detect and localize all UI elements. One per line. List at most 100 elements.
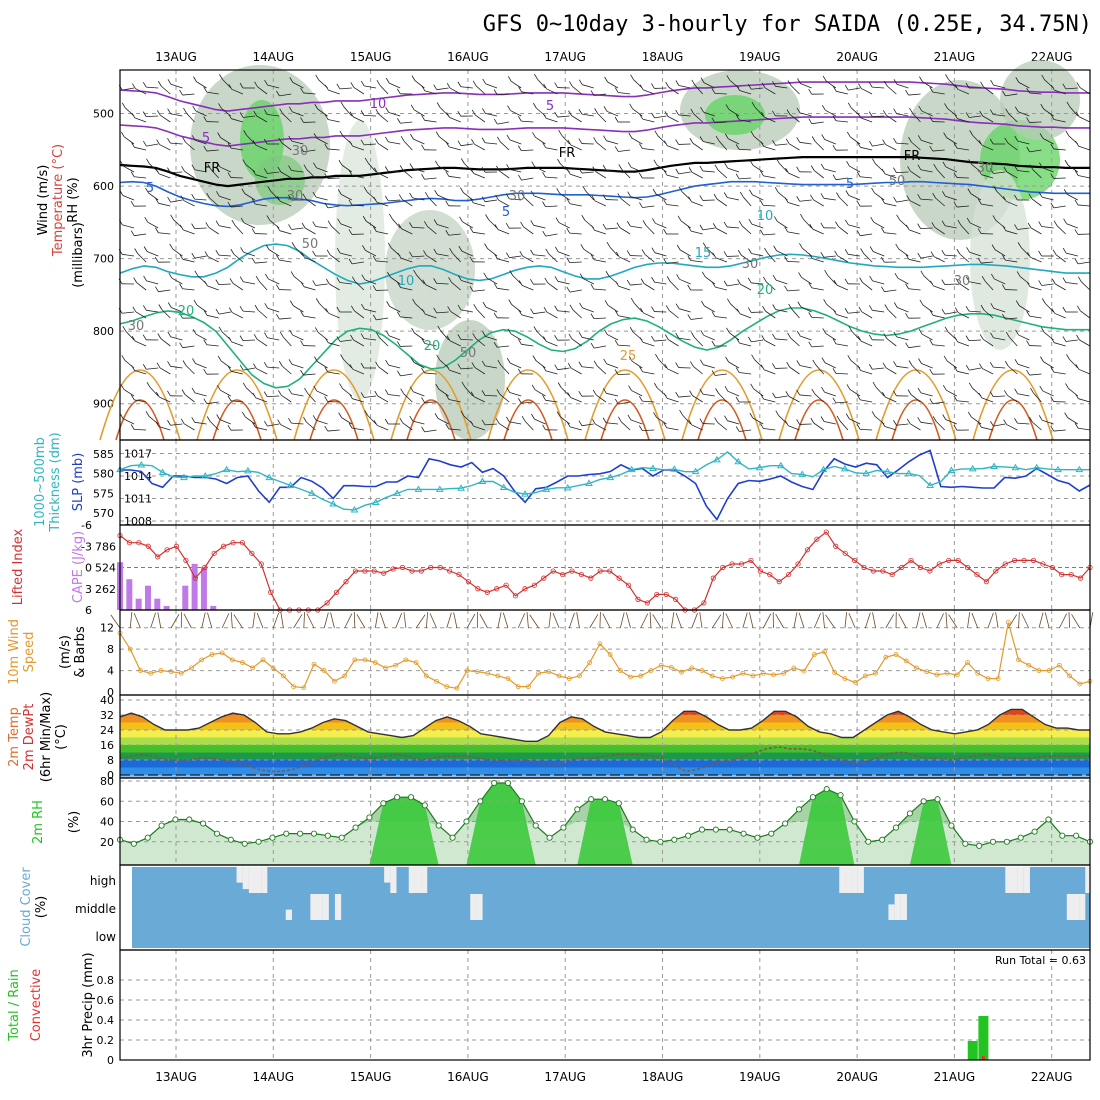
wind-barb: [448, 428, 461, 431]
wind-barb: [536, 331, 546, 341]
wind-barb-flag: [410, 133, 414, 140]
wind-barb-10m: [749, 612, 754, 629]
wind-barb: [606, 227, 619, 230]
wind-barb: [267, 366, 280, 369]
wind-barb: [775, 143, 788, 146]
wind-barb: [448, 233, 461, 236]
wind-barb-flag: [409, 222, 413, 228]
wind-barb: [352, 175, 364, 179]
wind-barb: [315, 226, 328, 229]
wind-barb-flag: [397, 282, 401, 288]
lifted-index-point: [1077, 575, 1084, 581]
wind-barb-flag: [251, 257, 256, 264]
wind-barb: [521, 343, 534, 347]
wind-barb: [811, 121, 824, 125]
wind-barb-flag: [941, 308, 946, 315]
wind-barb: [523, 226, 534, 235]
wind-barb: [279, 230, 292, 235]
date-label-bottom: 19AUG: [739, 1070, 781, 1084]
wind-barb: [606, 169, 619, 173]
wind-barb: [727, 420, 740, 425]
wind-barb: [1069, 359, 1079, 369]
wind-barb-flag: [410, 104, 415, 111]
wind-barb: [376, 231, 389, 235]
rh-point: [962, 840, 969, 847]
wind-barb: [644, 254, 655, 263]
wind-barb: [122, 87, 135, 91]
wind-barb-flag: [604, 300, 609, 306]
wind-barb-flag: [1050, 425, 1055, 432]
wind-barb-flag: [279, 108, 284, 114]
wind-barb-flag: [832, 86, 837, 92]
wind-barb-flag: [602, 164, 607, 171]
wind-barb: [206, 91, 219, 95]
wind-barb: [1054, 342, 1066, 347]
wind-barb-flag: [736, 337, 740, 344]
wind-barb-flag: [253, 334, 258, 340]
wind-barb-flag: [348, 422, 353, 429]
wind-barb-flag: [726, 75, 731, 81]
wind-barb: [728, 109, 740, 117]
wind-barb-flag: [808, 89, 813, 95]
wind-barb-flag: [145, 187, 149, 194]
wind-barb: [194, 421, 207, 425]
wind-barb: [280, 171, 292, 179]
wind-barb: [449, 369, 461, 375]
wind-barb-flag: [628, 132, 633, 139]
wind-barb-flag: [603, 135, 607, 141]
wind-barb: [206, 149, 219, 152]
wind-barb: [533, 224, 546, 229]
wind-barb: [872, 309, 885, 313]
wind-barb: [958, 282, 970, 291]
wind-barb: [981, 397, 994, 403]
wind-barb-flag: [130, 230, 135, 236]
wind-barb: [303, 373, 316, 376]
wind-barb: [970, 193, 982, 201]
wind-barb: [593, 317, 606, 320]
wind-barb: [329, 283, 340, 291]
rh-point: [1045, 816, 1052, 823]
wind-barb: [500, 141, 510, 151]
wind-barb: [645, 225, 655, 235]
wind-barb-10m: [233, 614, 243, 629]
wind-barb-flag: [227, 366, 232, 372]
wind-barb: [146, 367, 159, 370]
wind-barb: [619, 256, 631, 263]
wind-barb: [279, 317, 292, 320]
wind-barb: [545, 370, 558, 375]
temp-band: [120, 715, 1090, 723]
wind-barb-flag: [630, 297, 635, 304]
wind-speed-point: [383, 665, 388, 671]
wind-barb-flag: [821, 386, 825, 393]
wind-barb-flag: [192, 358, 196, 364]
isotherm-30: [503, 399, 553, 441]
wind-barb: [571, 338, 582, 347]
wind-speed-point: [546, 669, 552, 675]
wind-barb-10m: [429, 613, 437, 629]
lifted-index-point: [164, 547, 170, 553]
wind-barb-flag: [675, 109, 679, 116]
wind-barb-flag: [665, 305, 670, 311]
wind-barb: [328, 342, 340, 347]
wind-barb-flag: [473, 304, 478, 310]
wind-barb-flag: [239, 112, 244, 118]
li-tick-label: -6: [81, 519, 92, 532]
wind-barb-flag: [868, 334, 873, 340]
wind-barb-flag: [481, 419, 486, 426]
isotherm-30: [406, 399, 456, 441]
wind-barb-flag: [469, 197, 474, 204]
wind-barb-flag: [360, 139, 365, 146]
precip-axis-label: Convective: [29, 969, 44, 1042]
wind-barb: [632, 360, 643, 369]
wind-barb: [303, 286, 316, 291]
wind-barb-10m: [872, 612, 876, 629]
wind-barb-flag: [179, 342, 183, 348]
rh-tick-label: 20: [100, 836, 114, 849]
wind-barb-flag: [568, 333, 573, 340]
wind-barb: [702, 227, 715, 231]
wind-barb-10m: [619, 612, 625, 629]
wind-barb: [316, 390, 328, 397]
precip-axis-label: 3hr Precip (mm): [81, 952, 96, 1057]
wind-barb: [509, 168, 522, 173]
